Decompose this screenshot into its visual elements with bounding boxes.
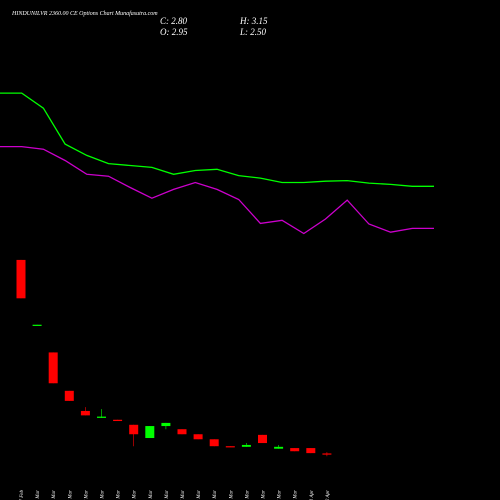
chart-title: HINDUNILVR 2360.00 CE Options Chart Muna… bbox=[11, 10, 158, 17]
candle-body bbox=[32, 324, 42, 326]
candle-body bbox=[161, 422, 171, 427]
x-tick-label: 07 Mar bbox=[84, 490, 89, 500]
close-label: C: 2.80 bbox=[160, 16, 188, 26]
x-tick-label: 13 Mar bbox=[149, 490, 154, 500]
x-tick-label: 18 Mar bbox=[197, 490, 202, 500]
indicator-line bbox=[0, 92, 434, 187]
candle-body bbox=[241, 444, 251, 447]
x-tick-label: 19 Mar bbox=[213, 490, 218, 500]
candle-body bbox=[274, 446, 284, 449]
candle-body bbox=[80, 410, 90, 416]
x-tick-label: 12 Mar bbox=[133, 490, 138, 500]
x-tick-label: 16 Mar bbox=[165, 490, 170, 500]
candle-body bbox=[129, 424, 139, 435]
candle-body bbox=[113, 419, 123, 422]
candle-body bbox=[97, 416, 106, 418]
candle-body bbox=[258, 434, 267, 444]
candle-body bbox=[225, 446, 235, 448]
x-tick-label: 10 Mar bbox=[101, 490, 106, 500]
candle-body bbox=[64, 390, 74, 401]
candle-body bbox=[48, 352, 58, 384]
candle-body bbox=[290, 448, 300, 452]
x-tick-label: 25 Mar bbox=[262, 490, 267, 500]
x-tick-label: 04 Mar bbox=[36, 490, 41, 500]
candle-body bbox=[322, 453, 332, 455]
x-tick-label: 28 Mar bbox=[294, 490, 299, 500]
indicator-line bbox=[0, 145, 434, 235]
candle-body bbox=[177, 429, 187, 435]
open-label: O: 2.95 bbox=[160, 27, 188, 37]
low-label: L: 2.50 bbox=[239, 27, 267, 37]
candle-body bbox=[145, 426, 155, 439]
x-tick-label: 05 Mar bbox=[52, 490, 57, 500]
candle-body bbox=[193, 434, 203, 440]
x-tick-label: 11 Mar bbox=[117, 490, 122, 500]
x-tick-label: 24 Mar bbox=[245, 490, 250, 500]
x-tick-label: 01 Apr bbox=[310, 490, 315, 500]
candle-body bbox=[16, 259, 26, 299]
x-tick-label: 17 Mar bbox=[181, 490, 186, 500]
candle-body bbox=[209, 439, 219, 447]
x-tick-label: 27 Mar bbox=[278, 490, 283, 500]
x-tick-label: 02 Apr bbox=[326, 490, 331, 500]
x-tick-label: 27 Feb bbox=[20, 490, 25, 500]
x-tick-label: 20 Mar bbox=[229, 490, 234, 500]
candle-body bbox=[306, 448, 316, 454]
x-tick-label: 06 Mar bbox=[68, 490, 73, 500]
high-label: H: 3.15 bbox=[239, 16, 268, 26]
